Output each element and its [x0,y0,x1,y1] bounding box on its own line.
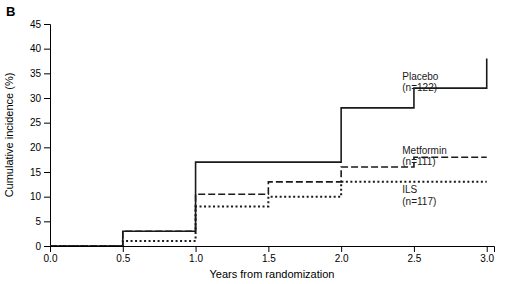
tick: 0.5 [116,246,130,264]
tick: 10 [30,191,50,202]
tick: 25 [30,117,50,128]
tick-mark [44,49,50,50]
tick-label: 30 [30,93,42,104]
tick: 1.0 [189,246,203,264]
title: B [6,4,15,19]
tick: 20 [30,142,50,153]
tick-mark [341,246,342,252]
tick-mark [44,197,50,198]
chart: 0.0 0.5 1.0 1.5 2.0 2.5 3.0 0 5 10 15 20 25 30 35 40 45 P… [0,0,508,284]
tick: 1.5 [262,246,276,264]
step-line [50,182,487,246]
tick-label: 20 [30,142,42,153]
tick-mark [414,246,415,252]
tick: 45 [30,19,50,30]
tick-label: 5 [35,216,41,227]
x-axis-label: Years from randomization [210,268,335,280]
tick-label: 0.5 [116,253,130,264]
tick-label: 40 [30,43,42,54]
tick-label: 3.0 [480,253,494,264]
tick-mark [44,221,50,222]
tick-mark [268,246,269,252]
tick-label: 15 [30,167,42,178]
tick: 0.0 [44,246,58,264]
x-axis: 0.0 0.5 1.0 1.5 2.0 2.5 3.0 [44,246,495,264]
tick-mark [44,246,50,247]
tick-mark [44,24,50,25]
tick-label: 1.5 [262,253,276,264]
tick-label: 10 [30,191,42,202]
axis-line [44,25,51,247]
tick-label: 35 [30,68,42,79]
tick-label: 25 [30,117,42,128]
tick-mark [44,147,50,148]
tick-label: 2.0 [335,253,349,264]
step-line [50,59,487,246]
tick-label: 0 [35,241,41,252]
tick-label: 1.0 [189,253,203,264]
y-axis: 0 5 10 15 20 25 30 35 40 45 [30,19,51,252]
annotation: ILS(n=117) [402,184,436,207]
tick: 40 [30,43,50,54]
y-axis-label: Cumulative incidence (%) [3,73,15,198]
tick-label: 2.5 [407,253,421,264]
tick-mark [44,172,50,173]
plot-area: 0.0 0.5 1.0 1.5 2.0 2.5 3.0 0 5 10 15 20 25 30 35 40 45 P… [30,19,495,264]
tick-mark [487,246,488,252]
tick-label: 0.0 [44,253,58,264]
tick: 35 [30,68,50,79]
tick: 2.0 [335,246,349,264]
tick: 30 [30,93,50,104]
tick: 5 [35,216,50,227]
step-line [50,157,487,246]
tick-mark [44,73,50,74]
annotation: Metformin(n=111) [402,145,446,168]
tick: 15 [30,167,50,178]
lines [50,59,487,246]
tick-label: 45 [30,19,42,30]
tick-mark [196,246,197,252]
tick: 2.5 [407,246,421,264]
axis-line [51,247,495,253]
tick-mark [44,123,50,124]
tick-mark [123,246,124,252]
annotation: Placebo(n=122) [402,71,439,94]
tick-mark [44,98,50,99]
tick: 0 [35,241,50,252]
tick: 3.0 [480,246,494,264]
